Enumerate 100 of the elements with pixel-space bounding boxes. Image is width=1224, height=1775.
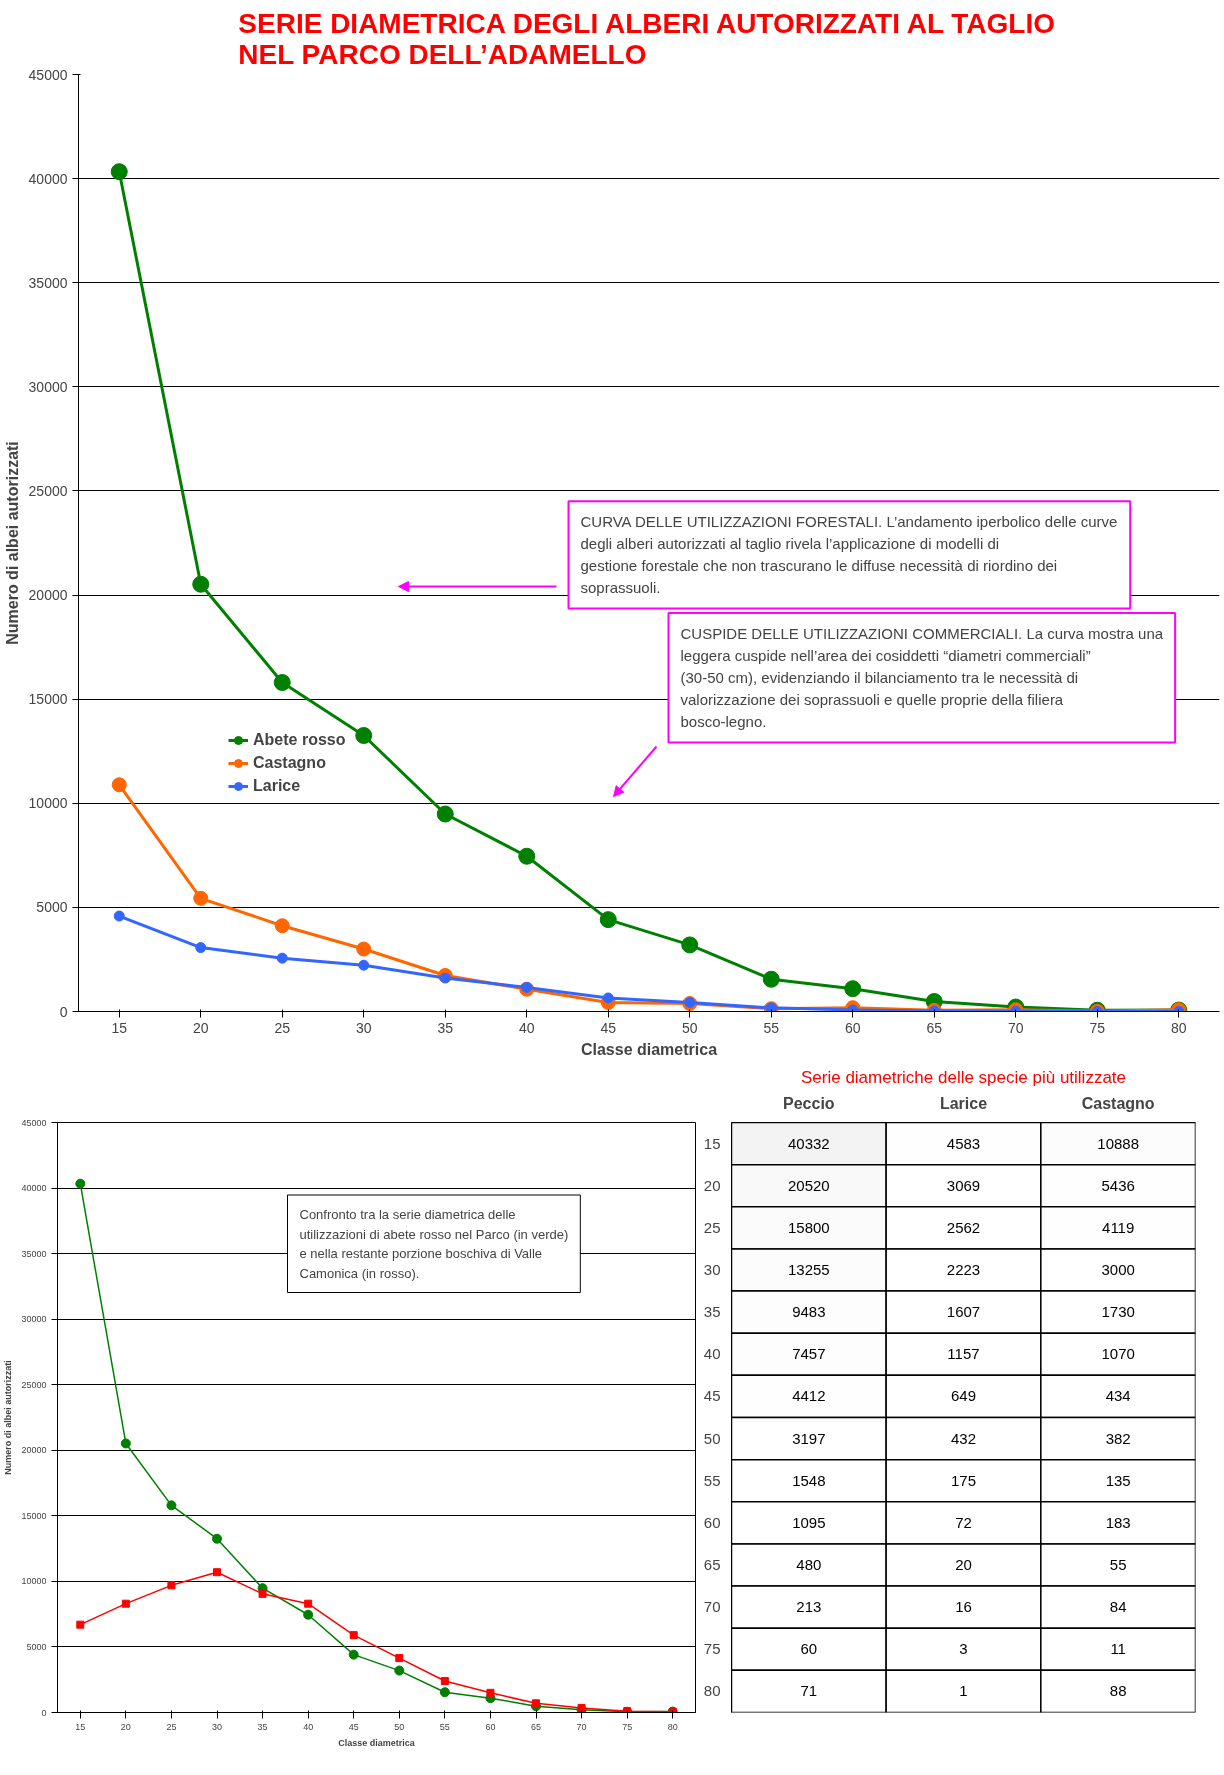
y-tick-label: 5000 (26, 1641, 47, 1652)
y-tick-label: 40000 (21, 1183, 47, 1194)
y-tick-label: 45000 (28, 66, 68, 83)
data-label: 4119 (1102, 1218, 1135, 1236)
y-axis-title: Numero di albei autorizzati (3, 441, 21, 645)
y-tick-label: 45000 (21, 1117, 47, 1128)
x-tick-label: 30 (211, 1721, 223, 1732)
data-label: 2223 (946, 1261, 981, 1278)
y-tick-label: 30000 (28, 378, 68, 395)
y-tick-label: 35000 (28, 274, 68, 291)
data-label: 2562 (946, 1218, 981, 1236)
x-tick-label: 65 (530, 1721, 542, 1732)
data-label: 3 (959, 1640, 968, 1658)
y-tick-label: 20000 (21, 1445, 47, 1456)
y-tick-label: 60 (703, 1513, 721, 1531)
y-tick-label: 0 (41, 1707, 47, 1718)
y-tick-label: 35 (703, 1303, 721, 1321)
x-tick-label: 45 (600, 1019, 617, 1036)
x-tick-label: 55 (439, 1721, 450, 1732)
data-label: 1157 (947, 1345, 980, 1363)
y-tick-label: 10000 (28, 795, 68, 812)
legend-label: Castagno (253, 754, 326, 772)
data-label: 4583 (946, 1134, 981, 1152)
y-tick-label: 20 (703, 1176, 721, 1194)
x-tick-label: 80 (667, 1721, 678, 1732)
y-tick-label: 5000 (36, 899, 68, 916)
x-tick-label: Larice (939, 1094, 988, 1112)
x-tick-label: 60 (485, 1721, 496, 1732)
data-label: 55 (1109, 1556, 1127, 1573)
x-tick-label: 25 (166, 1721, 177, 1732)
y-tick-label: 15 (703, 1134, 721, 1152)
y-tick-label: 75 (703, 1640, 721, 1658)
y-tick-label: 15000 (28, 691, 68, 708)
y-tick-label: 25000 (21, 1379, 47, 1390)
data-label: 213 (796, 1598, 822, 1616)
x-tick-label: 65 (926, 1019, 943, 1036)
x-tick-label: 50 (681, 1019, 698, 1036)
data-label: 9483 (792, 1303, 826, 1321)
annotation: CUSPIDE DELLE UTILIZZAZIONI COMMERCIALI. La curva mostra una leggera cuspide nell’area dei cosiddetti “diametri commerciali” (30-50 cm), evidenziando il bilanciamento tra le necessità di valorizzazione dei soprassuoli e quelle proprie della filiera bosco-legno. (680, 625, 1164, 731)
data-label: 10888 (1097, 1134, 1140, 1152)
data-label: 432 (950, 1429, 977, 1447)
x-tick-label: 25 (274, 1019, 291, 1036)
data-label: 1 (959, 1682, 968, 1700)
data-label: 1548 (792, 1471, 826, 1489)
data-label: 434 (1105, 1387, 1131, 1405)
data-label: 649 (950, 1387, 977, 1405)
data-label: 16 (955, 1598, 972, 1616)
legend-label: Larice (253, 777, 301, 795)
y-tick-label: 55 (703, 1471, 721, 1489)
x-tick-label: 45 (348, 1721, 359, 1732)
x-tick-label: 40 (518, 1019, 535, 1036)
data-label: 88 (1109, 1682, 1127, 1700)
x-tick-label: Peccio (783, 1094, 835, 1112)
y-tick-label: 20000 (28, 587, 68, 604)
data-label: 7457 (792, 1345, 826, 1363)
x-tick-label: 70 (576, 1721, 587, 1732)
y-axis-title: Numero di albei autorizzati (3, 1360, 14, 1475)
x-tick-label: Castagno (1081, 1094, 1155, 1112)
data-label: 382 (1105, 1429, 1131, 1447)
x-axis-title: Classe diametrica (580, 1040, 718, 1058)
data-label: 135 (1105, 1471, 1131, 1489)
data-label: 15800 (787, 1218, 830, 1236)
y-tick-label: 70 (703, 1598, 721, 1616)
x-tick-label: 15 (111, 1019, 128, 1036)
data-label: 480 (796, 1556, 822, 1573)
data-label: 11 (1110, 1640, 1126, 1658)
y-tick-label: 50 (703, 1429, 721, 1447)
data-label: 1095 (792, 1513, 826, 1531)
y-tick-label: 10000 (21, 1576, 47, 1587)
data-label: 1607 (946, 1303, 981, 1321)
annotation: Confronto tra la serie diametrica delle utilizzazioni di abete rosso nel Parco (in verde) e nella restante porzione boschiva di Valle Camonica (in rosso). (299, 1207, 569, 1281)
y-tick-label: 0 (59, 1003, 68, 1020)
data-label: 4412 (792, 1387, 826, 1405)
data-label: 13255 (787, 1261, 830, 1278)
y-tick-label: 35000 (21, 1248, 47, 1259)
x-tick-label: 75 (1089, 1019, 1106, 1036)
y-tick-label: 15000 (21, 1510, 47, 1521)
data-label: 72 (955, 1513, 972, 1531)
data-label: 1070 (1101, 1345, 1135, 1363)
x-tick-label: 50 (394, 1721, 405, 1732)
x-axis-title: Classe diametrica (338, 1737, 416, 1748)
y-tick-label: 80 (703, 1682, 721, 1700)
chart-title: Serie diametriche delle specie più utilizzate (800, 1067, 1127, 1087)
x-tick-label: 70 (1007, 1019, 1024, 1036)
chart-title: SERIE DIAMETRICA DEGLI ALBERI AUTORIZZATI AL TAGLIO NEL PARCO DELL’ADAMELLO (238, 7, 1055, 70)
x-tick-label: 30 (355, 1019, 372, 1036)
x-tick-label: 35 (437, 1019, 454, 1036)
y-tick-label: 40000 (28, 170, 68, 187)
data-label: 60 (800, 1640, 818, 1658)
data-label: 84 (1109, 1598, 1127, 1616)
y-tick-label: 25000 (28, 482, 68, 499)
data-label: 20 (955, 1556, 972, 1573)
annotation: CURVA DELLE UTILIZZAZIONI FORESTALI. L’andamento iperbolico delle curve degli alberi autorizzati al taglio rivela l’applicazione di modelli di gestione forestale che non trascurano le diffuse necessità di riordino dei soprassuoli. (580, 513, 1118, 597)
x-tick-label: 15 (75, 1721, 86, 1732)
x-tick-label: 75 (622, 1721, 633, 1732)
data-label: 183 (1105, 1513, 1131, 1531)
data-label: 1730 (1101, 1303, 1135, 1321)
y-tick-label: 30 (703, 1261, 721, 1278)
data-label: 20520 (787, 1176, 830, 1194)
data-label: 40332 (787, 1134, 830, 1152)
